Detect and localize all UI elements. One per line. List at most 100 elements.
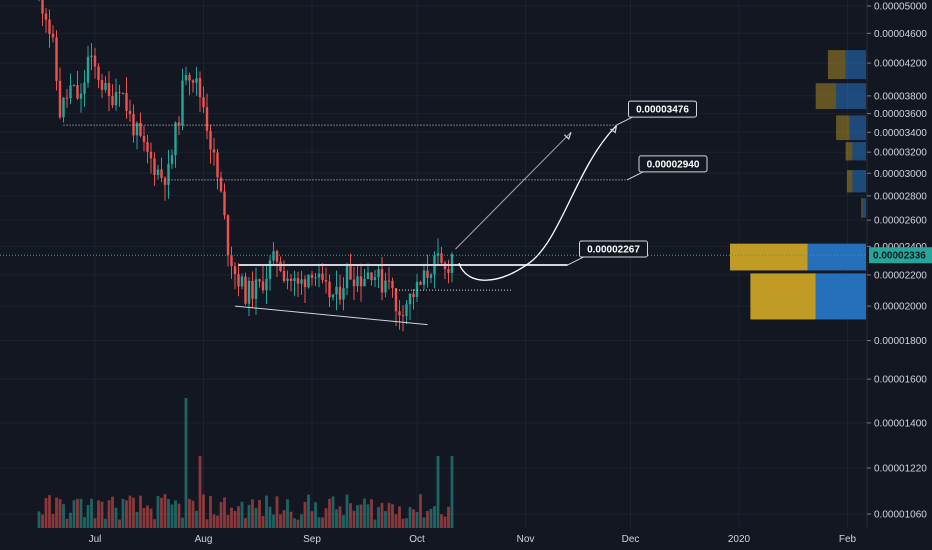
candle-body [272,251,275,261]
candle-body [440,253,443,263]
volume-bar [146,505,149,528]
y-tick-label: 0.00002200 [874,270,927,281]
candlesticks [38,0,454,332]
volume-bar [198,456,202,528]
volume-bar [244,518,247,528]
volume-bar [380,502,384,528]
candle-body [93,55,97,67]
candle-body [216,152,219,178]
candle-body [401,315,405,317]
volume-bar [300,514,303,528]
volume-bar [184,398,188,528]
candle-body [125,93,128,111]
volume-bar [104,518,107,528]
candle-body [142,135,146,143]
candle-body [359,276,363,287]
volume-bar [90,498,93,528]
volume-bar [377,507,380,528]
level-label-connector [616,116,633,126]
candle-body [387,280,391,282]
volume-bar [415,511,419,528]
volume-profile-sell [862,198,866,218]
volume-bar [48,495,51,528]
candle-body [55,37,58,81]
candle-body [349,266,352,280]
volume-bar [307,494,310,528]
y-tick-label: 0.00001600 [874,375,927,386]
volume-bar [328,498,331,528]
volume-bar [422,517,426,528]
volume-bar [254,507,258,528]
volume-bar [317,517,321,528]
candle-body [429,274,433,278]
grid [0,0,867,528]
volume-bar [394,514,398,528]
candle-body [352,279,356,287]
candle-body [230,255,233,267]
volume-bar [65,518,69,528]
candle-body [422,270,426,285]
candle-body [65,97,69,99]
y-tick-label: 0.00002600 [874,216,927,227]
volume-bar [62,504,65,528]
candle-body [275,251,279,262]
volume-bar [261,515,265,528]
candle-body [181,80,184,125]
volume-bar [401,518,405,528]
volume-bar [275,496,279,528]
current-price-tag[interactable] [869,247,932,264]
candle-body [139,122,142,136]
candle-body [44,13,48,20]
candle-body [226,215,230,256]
volume-bar [170,504,174,528]
volume-bar [212,514,216,528]
volume-bar [363,498,366,528]
y-tick-label: 0.00002000 [874,302,927,313]
candle-body [167,163,170,185]
candle-body [219,177,223,192]
volume-bar [279,514,282,528]
volume-bar [97,500,100,528]
volume-profile-buy [827,50,846,80]
volume-bar [69,512,72,528]
volume-bar [237,506,240,528]
candle-body [310,274,314,279]
y-tick-label: 0.00003200 [874,148,927,159]
candle-body [177,122,181,125]
volume-bar [258,500,261,528]
candle-body [296,278,300,284]
volume-bar [118,519,121,528]
volume-bar [335,509,338,528]
candle-body [342,288,345,300]
volume-profile-buy [845,142,853,161]
candle-body [90,55,93,57]
candle-body [321,273,324,281]
volume-bar [408,507,412,528]
candle-body [198,78,202,98]
candle-body [398,311,401,316]
candle-body [363,279,366,287]
x-tick-label: Oct [409,534,425,545]
candle-body [170,155,174,164]
volume-bar [55,497,58,528]
x-tick-label: Aug [195,534,213,545]
candle-body [300,279,303,284]
volume-bar [128,495,132,528]
volume-bar [149,508,153,528]
candle-body [118,92,121,94]
y-tick-label: 0.00003600 [874,109,927,120]
volume-bar [125,500,128,528]
price-axis[interactable]: 0.00005000 0.00004600 0.00004200 0.00003800… [867,2,932,521]
candle-body [335,286,338,295]
candle-body [331,294,335,298]
volume-bar [345,494,349,528]
volume-bar [79,498,83,528]
time-axis[interactable]: Jul Aug Sep Oct Nov Dec 2020 Feb [89,534,857,545]
volume-bar [310,511,314,528]
candle-body [394,288,398,312]
volume-bar [230,507,233,528]
candle-body [163,177,167,185]
volume-bar [391,504,394,528]
volume-bar [359,504,363,528]
